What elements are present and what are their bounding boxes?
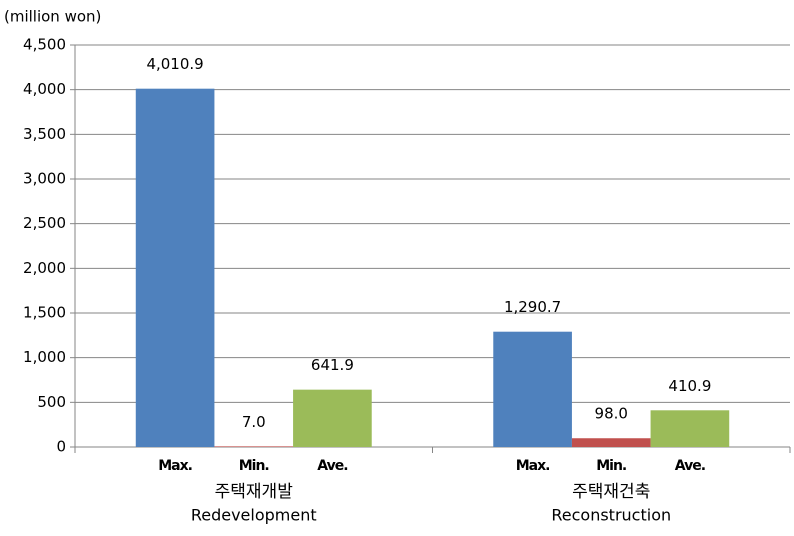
bar: [650, 410, 730, 447]
y-tick-label: 1,000: [23, 348, 66, 366]
value-label: 98.0: [595, 405, 628, 423]
y-tick-label: 0: [56, 438, 66, 456]
bar: [214, 446, 294, 447]
bar: [293, 389, 372, 447]
bar-series-label: Min.: [239, 458, 269, 474]
bar: [493, 331, 572, 447]
value-label: 4,010.9: [146, 55, 203, 73]
y-tick-label: 1,500: [23, 304, 66, 322]
y-tick-label: 500: [37, 393, 66, 411]
x-category-label: 주택재건축: [572, 482, 650, 502]
y-tick-label: 4,500: [23, 36, 66, 54]
y-tick-label: 2,500: [23, 214, 66, 232]
bar-series-label: Max.: [516, 458, 550, 474]
bar-series-label: Ave.: [675, 458, 705, 474]
x-category-subtitle: Reconstruction: [551, 506, 671, 525]
y-tick-label: 3,500: [23, 125, 66, 143]
x-category-subtitle: Redevelopment: [191, 506, 317, 525]
value-label: 1,290.7: [504, 298, 561, 316]
bar-series-label: Max.: [158, 458, 192, 474]
bar-series-label: Min.: [596, 458, 626, 474]
bar: [135, 88, 215, 447]
x-category-label: 주택재개발: [215, 482, 294, 502]
y-tick-label: 2,000: [23, 259, 66, 277]
y-unit-label: (million won): [4, 8, 101, 26]
y-tick-label: 4,000: [23, 80, 66, 98]
y-tick-label: 3,000: [23, 170, 66, 188]
bar: [571, 438, 651, 447]
value-label: 410.9: [668, 377, 711, 395]
bar-series-label: Ave.: [317, 458, 347, 474]
value-label: 641.9: [311, 356, 354, 374]
value-label: 7.0: [242, 413, 266, 431]
